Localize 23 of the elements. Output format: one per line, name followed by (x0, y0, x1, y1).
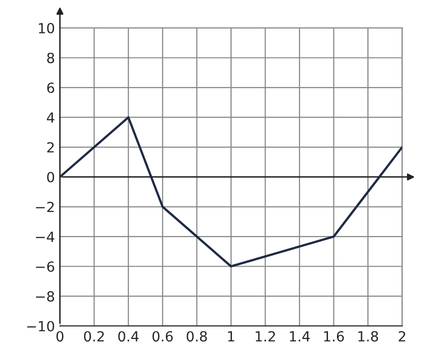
line-series (60, 116, 402, 268)
y-tick-label: 4 (46, 112, 54, 123)
y-tick-label: −10 (27, 320, 54, 332)
y-tick-label: −6 (36, 261, 54, 272)
x-tick-label: 2 (398, 331, 406, 342)
y-tick-label: 2 (47, 142, 54, 152)
x-tick-label: 0.2 (84, 331, 104, 342)
y-tick-label: −8 (36, 291, 54, 302)
y-tick-label: 0 (47, 172, 54, 182)
x-tick-label: 1.6 (324, 331, 344, 342)
x-tick-label: 1.8 (358, 331, 378, 342)
x-tick-label: 1.4 (290, 331, 310, 342)
y-tick-label: 8 (47, 52, 54, 64)
y-tick-label: 6 (47, 82, 54, 94)
x-tick-label: 1 (228, 331, 234, 342)
y-tick-label: 10 (38, 22, 54, 34)
x-tick-label: 0.8 (186, 331, 207, 342)
x-tick-label: 0 (56, 331, 64, 342)
x-tick-label: 1.2 (256, 331, 275, 342)
y-tick-label: −4 (36, 232, 54, 242)
x-tick-label: 0.6 (152, 331, 173, 342)
x-tick-label: 0.4 (118, 331, 139, 342)
y-tick-label: −2 (36, 202, 54, 212)
